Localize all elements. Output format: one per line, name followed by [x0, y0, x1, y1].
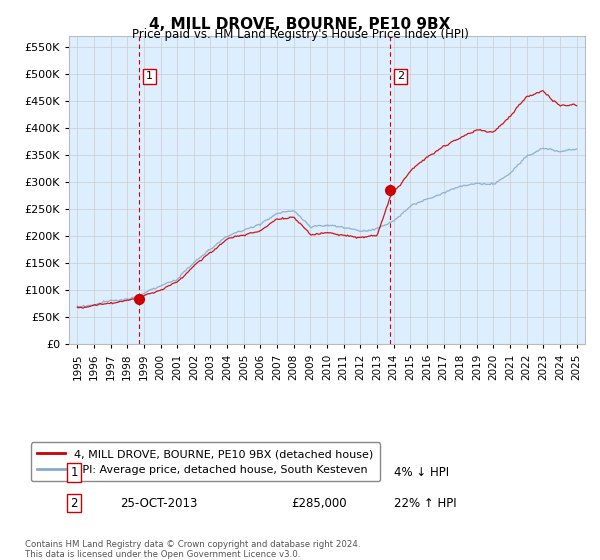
Text: 2: 2 — [70, 497, 78, 510]
Legend: 4, MILL DROVE, BOURNE, PE10 9BX (detached house), HPI: Average price, detached h: 4, MILL DROVE, BOURNE, PE10 9BX (detache… — [31, 442, 380, 481]
Text: 4, MILL DROVE, BOURNE, PE10 9BX: 4, MILL DROVE, BOURNE, PE10 9BX — [149, 17, 451, 32]
Text: Price paid vs. HM Land Registry's House Price Index (HPI): Price paid vs. HM Land Registry's House … — [131, 28, 469, 41]
Text: 4% ↓ HPI: 4% ↓ HPI — [394, 466, 449, 479]
Text: 22% ↑ HPI: 22% ↑ HPI — [394, 497, 457, 510]
Text: 1: 1 — [146, 72, 153, 81]
Text: Contains HM Land Registry data © Crown copyright and database right 2024.
This d: Contains HM Land Registry data © Crown c… — [25, 540, 361, 559]
Text: £285,000: £285,000 — [291, 497, 347, 510]
Text: 2: 2 — [397, 72, 404, 81]
Text: 21-SEP-1998: 21-SEP-1998 — [121, 466, 196, 479]
Text: 1: 1 — [70, 466, 78, 479]
Text: 25-OCT-2013: 25-OCT-2013 — [121, 497, 198, 510]
Text: £84,000: £84,000 — [291, 466, 339, 479]
